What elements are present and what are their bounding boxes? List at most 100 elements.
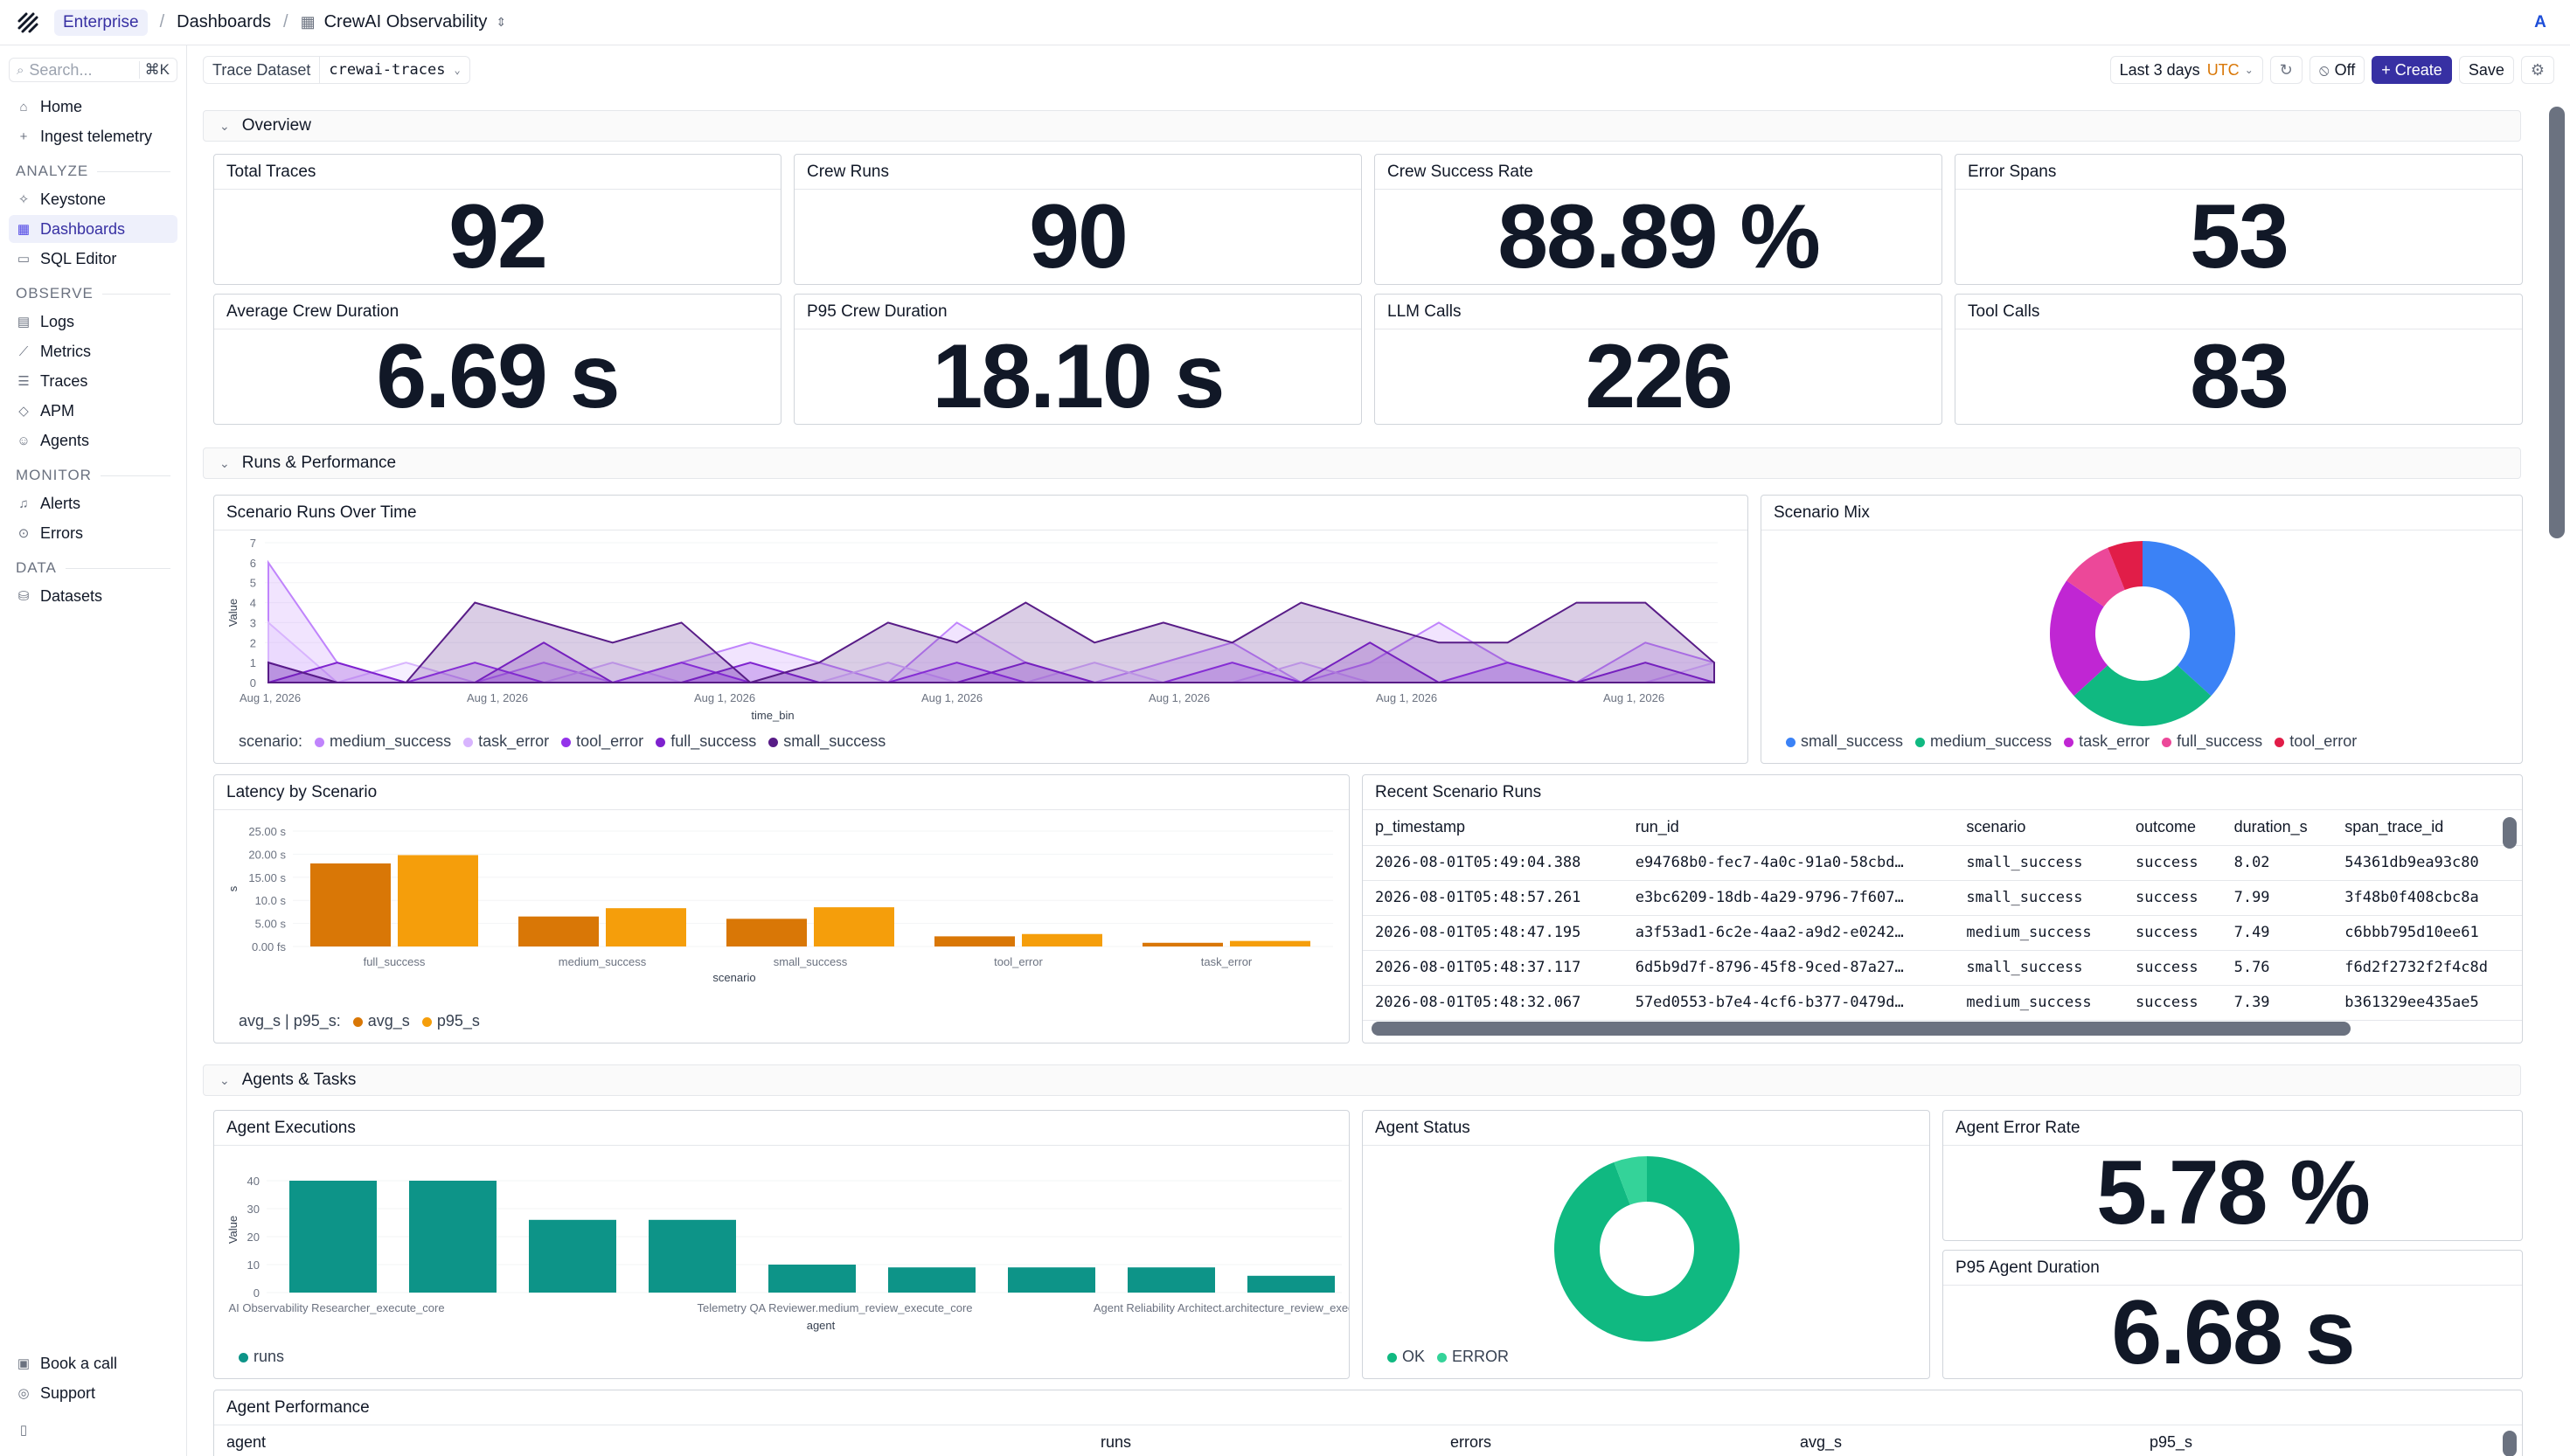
refresh-button[interactable]: ↻ xyxy=(2269,56,2303,84)
panel-title: Crew Success Rate xyxy=(1375,155,1941,190)
panel-scenario-mix[interactable]: Scenario Mix small_success medium_success… xyxy=(1761,495,2523,764)
stat-panel-p95-agent-duration[interactable]: P95 Agent Duration 6.68 s xyxy=(1942,1250,2523,1379)
legend-item[interactable]: avg_s xyxy=(352,1012,410,1030)
legend-item[interactable]: small_success xyxy=(768,732,886,751)
panel-recent-scenario-runs[interactable]: Recent Scenario Runs p_timestamp run_id … xyxy=(1362,774,2523,1043)
legend-item[interactable]: tool_error xyxy=(2275,732,2357,751)
dataset-selector[interactable]: Trace Dataset crewai-traces ⌄ xyxy=(203,56,470,84)
sidebar-item-keystone[interactable]: ✧ Keystone xyxy=(9,185,177,213)
sidebar-item-metrics[interactable]: ⟋ Metrics xyxy=(9,337,177,365)
create-button[interactable]: + Create xyxy=(2372,56,2452,84)
sidebar-item-support[interactable]: ◎ Support xyxy=(9,1379,177,1407)
legend-item[interactable]: full_success xyxy=(656,732,756,751)
panel-agent-executions[interactable]: Agent Executions 0 10 20 30 40 Value AI Observ… xyxy=(213,1110,1350,1379)
sidebar-item-logs[interactable]: ▤ Logs xyxy=(9,308,177,336)
stat-panel-error-spans[interactable]: Error Spans 53 xyxy=(1955,154,2523,285)
stat-value: 92 xyxy=(448,185,548,285)
section-agents-tasks[interactable]: ⌄ Agents & Tasks xyxy=(203,1064,2521,1096)
bot-icon: ☺ xyxy=(17,433,31,448)
section-runs-performance[interactable]: ⌄ Runs & Performance xyxy=(203,447,2521,479)
stat-panel-agent-error-rate[interactable]: Agent Error Rate 5.78 % xyxy=(1942,1110,2523,1241)
avatar[interactable]: A xyxy=(2534,13,2546,31)
legend-item[interactable]: runs xyxy=(239,1348,284,1366)
stat-panel-avg-crew-duration[interactable]: Average Crew Duration 6.69 s xyxy=(213,294,781,425)
column-header[interactable]: errors xyxy=(1450,1432,1492,1451)
column-header[interactable]: agent xyxy=(226,1432,267,1451)
app-logo-icon[interactable] xyxy=(16,10,40,35)
sidebar-item-apm[interactable]: ◇ APM xyxy=(9,397,177,425)
save-button[interactable]: Save xyxy=(2458,56,2514,84)
search-input[interactable]: ⌕ Search... ⌘K xyxy=(9,58,177,82)
slice-medium_success xyxy=(2073,665,2212,726)
stat-panel-crew-runs[interactable]: Crew Runs 90 xyxy=(794,154,1362,285)
chevron-updown-icon[interactable]: ⇕ xyxy=(496,15,507,29)
column-header[interactable]: p95_s xyxy=(2150,1432,2193,1451)
stat-panel-crew-success-rate[interactable]: Crew Success Rate 88.89 % xyxy=(1374,154,1942,285)
panel-title: P95 Agent Duration xyxy=(1943,1251,2522,1286)
sidebar-item-errors[interactable]: ⊙ Errors xyxy=(9,519,177,547)
agent-performance-header: agent runs errors avg_s p95_s xyxy=(214,1425,2522,1456)
settings-button[interactable]: ⚙ xyxy=(2520,56,2554,84)
legend-label: OK xyxy=(1402,1348,1426,1365)
legend-item[interactable]: OK xyxy=(1387,1348,1425,1366)
section-title: Runs & Performance xyxy=(241,454,397,472)
sidebar-item-traces[interactable]: ☰ Traces xyxy=(9,367,177,395)
sidebar-item-book-call[interactable]: ▣ Book a call xyxy=(9,1349,177,1377)
legend-item[interactable]: full_success xyxy=(2162,732,2262,751)
agent-status-legend: OK ERROR xyxy=(1387,1348,1509,1366)
table-row[interactable]: 2026-08-01T05:48:32.067 57ed0553-b7e4-4cf… xyxy=(1363,985,2522,1021)
legend-swatch xyxy=(1437,1352,1448,1362)
workspace-badge[interactable]: Enterprise xyxy=(54,9,148,36)
panel-agent-status[interactable]: Agent Status OK ERROR xyxy=(1362,1110,1930,1379)
stat-panel-llm-calls[interactable]: LLM Calls 226 xyxy=(1374,294,1942,425)
section-overview[interactable]: ⌄ Overview xyxy=(203,110,2521,142)
sidebar-item-home[interactable]: ⌂ Home xyxy=(9,93,177,121)
breadcrumb-dashboards[interactable]: Dashboards xyxy=(177,12,272,31)
table-horizontal-scrollbar[interactable] xyxy=(1372,1022,2351,1036)
panel-scenario-runs-over-time[interactable]: Scenario Runs Over Time 0 1 2 3 4 5 6 7 Value Aug… xyxy=(213,495,1748,764)
auto-refresh-toggle[interactable]: ⦸ Off xyxy=(2309,56,2365,84)
panel-agent-performance[interactable]: Agent Performance agent runs errors avg_… xyxy=(213,1390,2523,1456)
table-cell: f6d2f2732f2f4c8d xyxy=(2332,950,2522,986)
collapse-sidebar-button[interactable]: ▯ xyxy=(9,1416,177,1444)
scenario-runs-legend: scenario: medium_success task_error tool_er… xyxy=(239,732,886,751)
legend-item[interactable]: task_error xyxy=(463,732,549,751)
sidebar-item-ingest[interactable]: + Ingest telemetry xyxy=(9,122,177,150)
legend-item[interactable]: tool_error xyxy=(561,732,643,751)
legend-item[interactable]: task_error xyxy=(2064,732,2150,751)
table-row[interactable]: 2026-08-01T05:48:57.261 e3bc6209-18db-4a2… xyxy=(1363,880,2522,916)
table-vertical-scrollbar[interactable] xyxy=(2503,1431,2517,1456)
stat-panel-tool-calls[interactable]: Tool Calls 83 xyxy=(1955,294,2523,425)
column-header[interactable]: scenario xyxy=(1954,810,2123,846)
table-row[interactable]: 2026-08-01T05:49:04.388 e94768b0-fec7-4a0… xyxy=(1363,845,2522,881)
sidebar-item-alerts[interactable]: ♫ Alerts xyxy=(9,489,177,517)
column-header[interactable]: avg_s xyxy=(1800,1432,1843,1451)
panel-latency-by-scenario[interactable]: Latency by Scenario 0.00 fs 5.00 s 10.0 s 1… xyxy=(213,774,1350,1043)
table-row[interactable]: 2026-08-01T05:48:47.195 a3f53ad1-6c2e-4aa… xyxy=(1363,915,2522,951)
column-header[interactable]: outcome xyxy=(2122,810,2222,846)
stat-panel-p95-crew-duration[interactable]: P95 Crew Duration 18.10 s xyxy=(794,294,1362,425)
table-row[interactable]: 2026-08-01T05:48:37.117 6d5b9d7f-8796-45f… xyxy=(1363,950,2522,986)
sidebar-item-dashboards[interactable]: ▦ Dashboards xyxy=(9,215,177,243)
sidebar-item-agents[interactable]: ☺ Agents xyxy=(9,426,177,454)
x-tick-label: Aug 1, 2026 xyxy=(1149,691,1210,704)
column-header[interactable]: runs xyxy=(1101,1432,1132,1451)
column-header[interactable]: duration_s xyxy=(2221,810,2333,846)
time-range-picker[interactable]: Last 3 days UTC ⌄ xyxy=(2109,56,2263,84)
legend-item[interactable]: p95_s xyxy=(421,1012,480,1030)
stat-panel-total-traces[interactable]: Total Traces 92 xyxy=(213,154,781,285)
sidebar-item-datasets[interactable]: ⛁ Datasets xyxy=(9,582,177,610)
breadcrumb-dashboard-name[interactable]: CrewAI Observability xyxy=(323,12,488,31)
legend-item[interactable]: ERROR xyxy=(1437,1348,1509,1366)
legend-item[interactable]: medium_success xyxy=(1915,732,2052,751)
table-vertical-scrollbar[interactable] xyxy=(2503,817,2517,849)
legend-item[interactable]: medium_success xyxy=(315,732,451,751)
page-scrollbar[interactable] xyxy=(2549,107,2565,538)
dataset-value[interactable]: crewai-traces ⌄ xyxy=(320,61,469,79)
column-header[interactable]: p_timestamp xyxy=(1363,810,1623,846)
sidebar-item-sql-editor[interactable]: ▭ SQL Editor xyxy=(9,245,177,273)
column-header[interactable]: run_id xyxy=(1622,810,1955,846)
legend-item[interactable]: small_success xyxy=(1786,732,1903,751)
search-placeholder: Search... xyxy=(29,60,93,79)
column-header[interactable]: span_trace_id xyxy=(2332,810,2522,846)
